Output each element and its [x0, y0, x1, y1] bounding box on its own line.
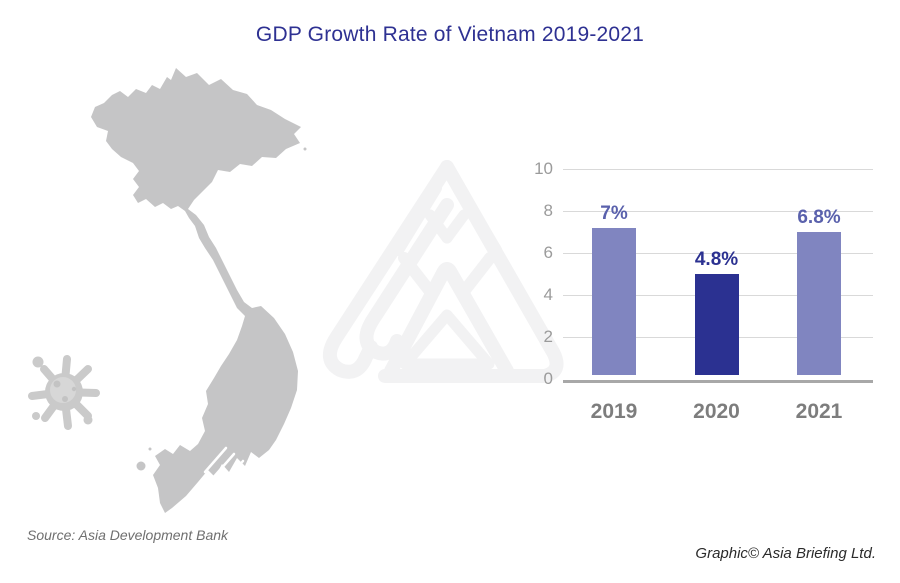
bar-2019: [592, 228, 636, 375]
gridline: [563, 210, 873, 212]
vietnam-map-icon: [91, 68, 307, 513]
bar-2021: [797, 232, 841, 375]
category-label-2020: 2020: [693, 400, 740, 423]
y-axis-tick-label: 8: [543, 201, 553, 220]
y-axis-tick-label: 0: [543, 369, 553, 388]
y-axis-tick-label: 10: [534, 159, 553, 178]
coronavirus-icon: [28, 355, 100, 430]
category-label-2021: 2021: [795, 400, 843, 423]
value-label-2021: 6.8%: [797, 207, 841, 229]
gridline: [563, 168, 873, 170]
bar-2020: [694, 274, 739, 375]
y-axis-tick-label: 2: [543, 327, 553, 346]
chart-title: GDP Growth Rate of Vietnam 2019-2021: [255, 23, 645, 46]
value-label-2019: 7%: [600, 203, 628, 224]
value-label-2020: 4.8%: [694, 249, 739, 271]
x-axis-line: [563, 380, 873, 383]
credit-note: Graphic© Asia Briefing Ltd.: [695, 545, 876, 562]
category-label-2019: 2019: [590, 400, 638, 423]
y-axis-tick-label: 6: [543, 243, 553, 262]
bar-chart: 0 2 4 6 8 10 7% 2019 4.8% 2020 6.8% 2021: [534, 160, 873, 423]
gridline: [563, 252, 873, 254]
source-note: Source: Asia Development Bank: [27, 527, 229, 543]
y-axis-tick-label: 4: [543, 285, 553, 304]
asia-briefing-logo-watermark-icon: [323, 160, 564, 383]
